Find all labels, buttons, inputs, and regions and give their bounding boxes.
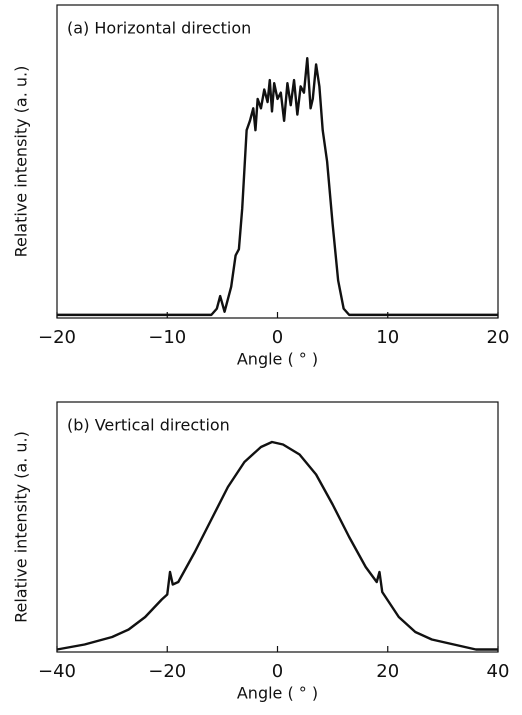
x-axis-label: Angle ( ° ) (237, 350, 318, 369)
y-axis-label: Relative intensity (a. u.) (12, 431, 31, 623)
panel-title: (a) Horizontal direction (67, 19, 251, 38)
x-tick-label: 10 (376, 327, 399, 348)
x-tick-label: −10 (148, 327, 186, 348)
panel-title: (b) Vertical direction (67, 416, 230, 435)
data-line (56, 440, 498, 651)
x-tick-label: −20 (148, 661, 186, 682)
x-tick-label: −40 (38, 661, 76, 682)
x-axis-label: Angle ( ° ) (237, 684, 318, 703)
x-tick-label: 0 (272, 327, 283, 348)
x-tick-label: 40 (487, 661, 510, 682)
x-tick-label: 20 (487, 327, 510, 348)
y-axis-label: Relative intensity (a. u.) (12, 66, 31, 258)
plot-frame (56, 4, 499, 319)
x-tick-label: −20 (38, 327, 76, 348)
plot-frame (56, 401, 499, 653)
x-tick-label: 0 (272, 661, 283, 682)
x-tick-label: 20 (376, 661, 399, 682)
data-line (57, 57, 498, 317)
